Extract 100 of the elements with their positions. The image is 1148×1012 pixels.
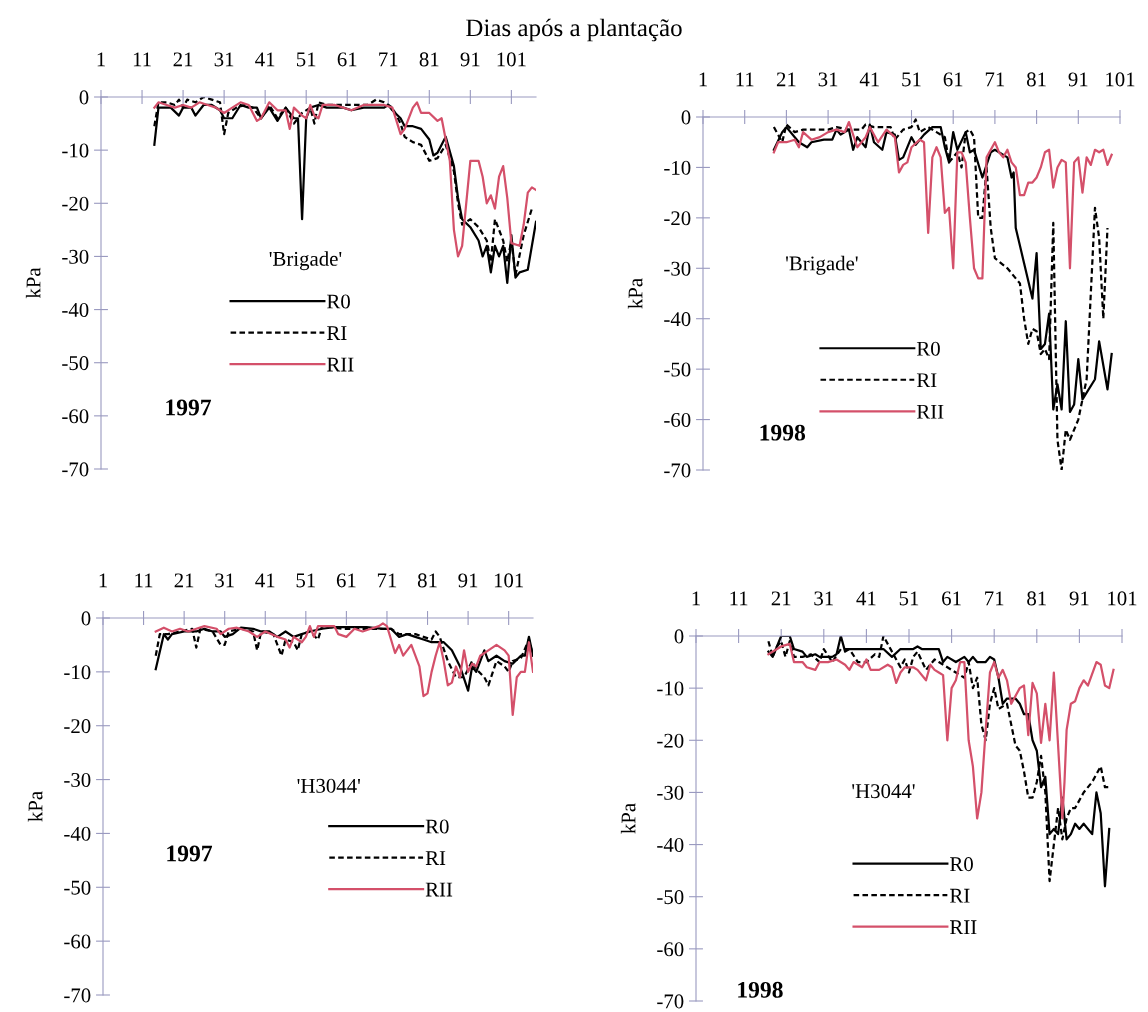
- x-tick-label: 101: [497, 52, 526, 67]
- y-tick-label: -70: [62, 462, 89, 477]
- y-tick-label: 0: [79, 90, 89, 105]
- x-tick-label: 11: [736, 72, 754, 87]
- y-tick-label: -10: [664, 160, 691, 175]
- chart-title: Dias após a plantação: [466, 18, 682, 42]
- y-tick-label: -30: [657, 785, 684, 800]
- x-tick-label: 91: [460, 52, 480, 67]
- annotation: 'Brigade': [785, 255, 858, 275]
- x-tick-label: 71: [985, 591, 1004, 606]
- legend-label: RI: [327, 326, 347, 340]
- x-tick-label: 91: [458, 573, 478, 588]
- x-tick-label: 61: [336, 573, 356, 588]
- annotation: 'Brigade': [269, 251, 342, 271]
- x-tick-label: 41: [859, 72, 879, 87]
- x-tick-label: 51: [296, 573, 315, 588]
- x-tick-label: 21: [771, 591, 791, 606]
- x-tick-label: 21: [174, 573, 194, 588]
- x-tick-label: 1: [692, 591, 700, 606]
- x-tick-label: 31: [818, 72, 838, 87]
- y-tick-label: -60: [657, 942, 684, 957]
- annotation: 1997: [166, 399, 212, 416]
- legend-label: R0: [916, 341, 940, 356]
- legend-label: R0: [425, 819, 449, 834]
- y-tick-label: -40: [62, 302, 89, 317]
- y-tick-label: -40: [657, 837, 684, 852]
- y-tick-label: -50: [64, 880, 91, 895]
- annotation: 'H3044': [852, 784, 915, 799]
- annotation: 1997: [167, 845, 213, 862]
- x-tick-label: 51: [902, 72, 921, 87]
- y-tick-label: -30: [664, 261, 691, 276]
- x-tick-label: 91: [1068, 72, 1088, 87]
- y-tick-label: -40: [64, 826, 91, 841]
- y-tick-label: -60: [62, 409, 89, 424]
- y-tick-label: -70: [657, 994, 684, 1009]
- annotation: 'H3044': [297, 778, 360, 793]
- y-tick-label: 0: [674, 629, 684, 644]
- y-tick-label: -40: [664, 312, 691, 327]
- legend-label: RII: [425, 882, 453, 897]
- y-tick-label: 0: [81, 611, 91, 626]
- y-tick-label: -20: [64, 719, 91, 734]
- x-tick-label: 51: [296, 52, 316, 67]
- x-tick-label: 41: [255, 573, 275, 588]
- y-tick-label: -70: [64, 988, 91, 1003]
- y-axis-title: kPa: [27, 791, 43, 822]
- x-tick-label: 71: [379, 52, 398, 67]
- y-tick-label: -50: [62, 356, 89, 371]
- legend-label: RII: [950, 920, 977, 935]
- x-tick-label: 81: [419, 52, 439, 67]
- y-tick-label: -50: [657, 890, 684, 905]
- y-axis-title: kPa: [620, 803, 636, 834]
- x-tick-label: 11: [133, 52, 151, 67]
- x-tick-label: 11: [730, 591, 748, 606]
- x-tick-label: 31: [814, 591, 833, 606]
- y-tick-label: -10: [62, 143, 89, 158]
- y-tick-label: -50: [664, 362, 691, 377]
- y-tick-label: 0: [681, 110, 691, 125]
- legend-label: RI: [425, 851, 446, 865]
- y-tick-label: -20: [62, 196, 89, 211]
- x-tick-label: 21: [173, 52, 193, 67]
- annotation: 1998: [738, 981, 783, 998]
- x-tick-label: 41: [856, 591, 876, 606]
- x-tick-label: 101: [1108, 591, 1137, 606]
- line-series: [154, 622, 533, 717]
- legend-label: RI: [950, 888, 970, 903]
- x-tick-label: 1: [699, 72, 707, 87]
- legend-label: RII: [916, 404, 944, 419]
- x-tick-label: 1: [97, 52, 105, 67]
- y-axis-title: kPa: [25, 267, 41, 299]
- y-tick-label: -70: [664, 463, 691, 478]
- legend-label: RI: [916, 373, 937, 388]
- y-tick-label: -60: [664, 412, 691, 427]
- y-tick-label: -60: [64, 934, 91, 949]
- y-tick-label: -30: [64, 772, 91, 787]
- line-series: [767, 642, 1115, 820]
- x-tick-label: 41: [255, 52, 275, 67]
- x-tick-label: 91: [1069, 591, 1089, 606]
- legend-label: R0: [950, 857, 973, 872]
- annotation: 1998: [760, 424, 806, 441]
- y-tick-label: -30: [62, 249, 89, 264]
- legend-label: R0: [327, 294, 350, 309]
- x-tick-label: 21: [776, 72, 796, 87]
- y-tick-label: -20: [657, 733, 684, 748]
- y-tick-label: -10: [657, 681, 684, 696]
- x-tick-label: 81: [1027, 591, 1046, 606]
- x-tick-label: 81: [1026, 72, 1046, 87]
- x-tick-label: 81: [417, 573, 437, 588]
- x-tick-label: 71: [985, 72, 1005, 87]
- x-tick-label: 51: [899, 591, 919, 606]
- x-tick-label: 11: [135, 573, 153, 588]
- x-tick-label: 61: [337, 52, 357, 67]
- line-series: [772, 120, 1113, 280]
- x-tick-label: 31: [215, 573, 234, 588]
- x-tick-label: 101: [494, 573, 524, 588]
- x-tick-label: 1: [99, 573, 107, 588]
- x-tick-label: 61: [943, 72, 963, 87]
- legend-label: RII: [327, 357, 354, 372]
- x-tick-label: 61: [942, 591, 961, 606]
- x-tick-label: 101: [1106, 72, 1135, 87]
- y-tick-label: -10: [64, 665, 91, 680]
